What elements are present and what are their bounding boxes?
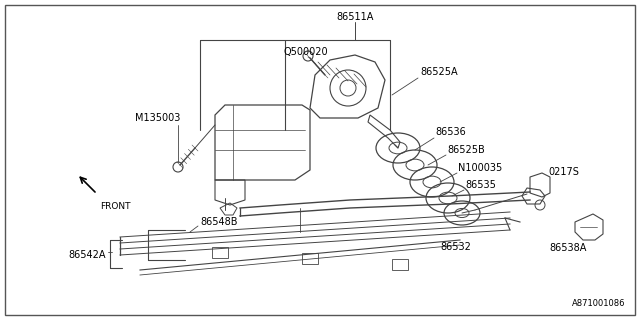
Text: 86525B: 86525B bbox=[447, 145, 484, 155]
Text: N100035: N100035 bbox=[458, 163, 502, 173]
Text: 86538A: 86538A bbox=[549, 243, 587, 253]
Text: Q500020: Q500020 bbox=[283, 47, 328, 57]
Text: 0217S: 0217S bbox=[548, 167, 579, 177]
Text: 86525A: 86525A bbox=[420, 67, 458, 77]
Text: 86536: 86536 bbox=[435, 127, 466, 137]
Text: 86532: 86532 bbox=[440, 242, 471, 252]
Text: FRONT: FRONT bbox=[100, 202, 131, 211]
Text: 86548B: 86548B bbox=[200, 217, 237, 227]
Text: 86535: 86535 bbox=[465, 180, 496, 190]
Text: 86542A: 86542A bbox=[68, 250, 106, 260]
Text: M135003: M135003 bbox=[135, 113, 180, 123]
Text: 86511A: 86511A bbox=[336, 12, 374, 22]
Text: A871001086: A871001086 bbox=[572, 299, 625, 308]
